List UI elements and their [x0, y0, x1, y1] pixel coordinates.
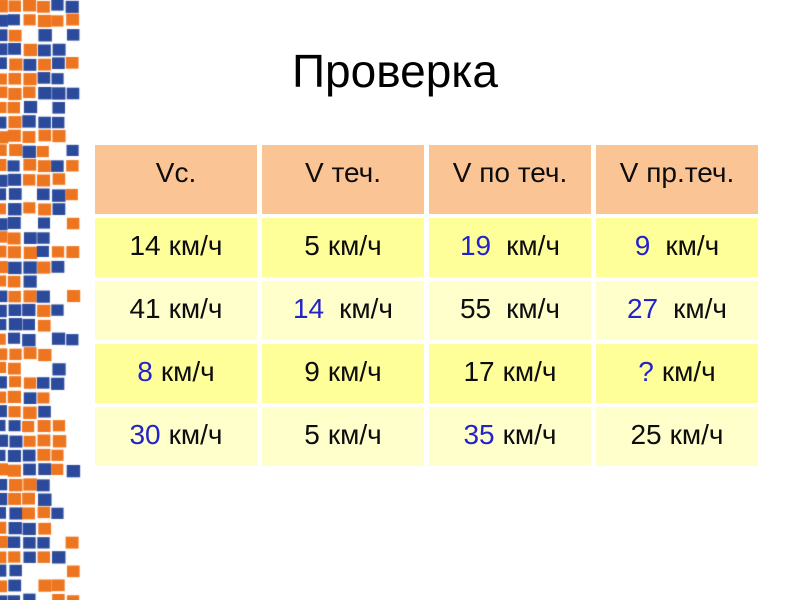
cell-value: 25 — [630, 418, 662, 450]
cell-value: 30 — [129, 418, 161, 450]
table-row: 30 км/ч 5 км/ч 35 км/ч 25 км/ч — [95, 407, 758, 466]
cell-unit: км/ч — [665, 229, 720, 261]
cell-value: 17 — [463, 355, 495, 387]
cell-value: 5 — [304, 418, 320, 450]
cell-unit: км/ч — [673, 292, 728, 324]
table-cell: 41 км/ч — [95, 281, 257, 340]
table-cell: 8 км/ч — [95, 344, 257, 403]
header-own-speed: Vс. — [95, 145, 257, 214]
cell-value: 27 — [626, 292, 659, 324]
cell-unit: км/ч — [502, 418, 557, 450]
table-cell: 30 км/ч — [95, 407, 257, 466]
table-header-row: Vс. V теч. V по теч. V пр.теч. — [95, 145, 758, 214]
table-cell: 25 км/ч — [596, 407, 758, 466]
cell-unit: км/ч — [168, 229, 223, 261]
cell-unit: км/ч — [339, 292, 394, 324]
table-row: 41 км/ч 14 км/ч 55 км/ч 27 км/ч — [95, 281, 758, 340]
cell-unit: км/ч — [327, 418, 382, 450]
cell-value: 41 — [129, 292, 161, 324]
cell-value: 14 — [292, 292, 325, 324]
mosaic-border — [0, 0, 84, 600]
table-cell: 27 км/ч — [596, 281, 758, 340]
table-cell: 35 км/ч — [429, 407, 591, 466]
table-cell: ? км/ч — [596, 344, 758, 403]
cell-value: ? — [638, 355, 654, 387]
cell-value: 14 — [129, 229, 161, 261]
cell-unit: км/ч — [327, 355, 382, 387]
table-row: 14 км/ч 5 км/ч 19 км/ч 9 км/ч — [95, 218, 758, 277]
cell-value: 9 — [634, 229, 651, 261]
header-downstream-speed: V по теч. — [429, 145, 591, 214]
cell-unit: км/ч — [506, 229, 561, 261]
table-cell: 14 км/ч — [95, 218, 257, 277]
header-current-speed: V теч. — [262, 145, 424, 214]
table-cell: 9 км/ч — [596, 218, 758, 277]
cell-unit: км/ч — [502, 355, 557, 387]
cell-unit: км/ч — [160, 355, 215, 387]
cell-unit: км/ч — [661, 355, 716, 387]
cell-value: 19 — [459, 229, 492, 261]
header-upstream-speed: V пр.теч. — [596, 145, 758, 214]
cell-unit: км/ч — [168, 292, 223, 324]
cell-value: 8 — [137, 355, 153, 387]
table-cell: 19 км/ч — [429, 218, 591, 277]
table-row: 8 км/ч 9 км/ч 17 км/ч ? км/ч — [95, 344, 758, 403]
table-cell: 14 км/ч — [262, 281, 424, 340]
table-cell: 5 км/ч — [262, 218, 424, 277]
cell-unit: км/ч — [669, 418, 724, 450]
cell-value: 55 — [459, 292, 492, 324]
cell-value: 9 — [304, 355, 320, 387]
page-title: Проверка — [291, 45, 499, 97]
table-cell: 55 км/ч — [429, 281, 591, 340]
table-cell: 17 км/ч — [429, 344, 591, 403]
cell-value: 5 — [304, 229, 320, 261]
table-cell: 9 км/ч — [262, 344, 424, 403]
cell-unit: км/ч — [168, 418, 223, 450]
cell-value: 35 — [463, 418, 495, 450]
table-cell: 5 км/ч — [262, 407, 424, 466]
cell-unit: км/ч — [506, 292, 561, 324]
cell-unit: км/ч — [327, 229, 382, 261]
